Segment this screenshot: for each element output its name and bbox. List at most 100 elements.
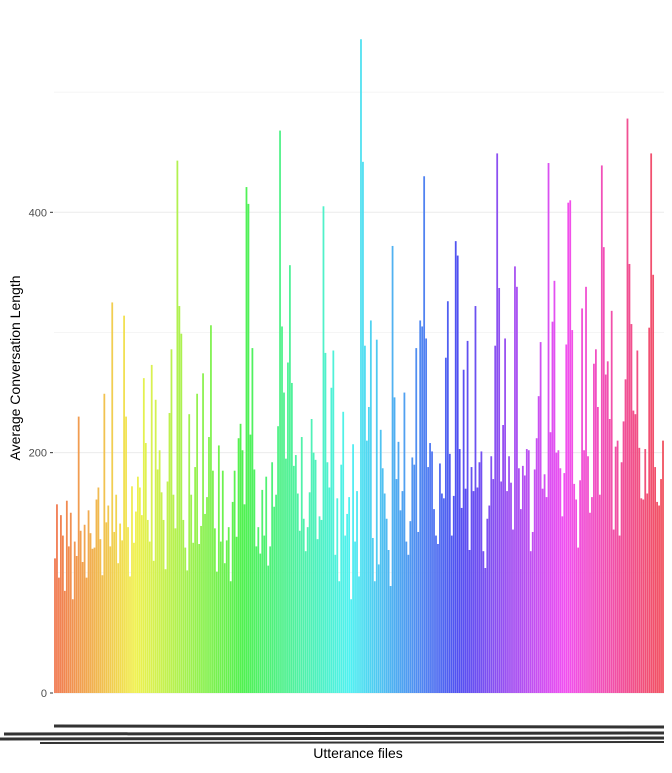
bar <box>273 506 275 693</box>
bar <box>71 599 74 693</box>
bar <box>413 464 416 693</box>
bar <box>85 577 88 693</box>
bar <box>468 549 471 693</box>
bar <box>340 464 343 693</box>
bar <box>119 523 122 693</box>
bar <box>289 265 291 693</box>
bar <box>346 513 349 693</box>
bar <box>367 406 370 693</box>
bar <box>622 421 625 693</box>
bar <box>296 493 299 693</box>
bar <box>194 467 197 693</box>
bar <box>344 535 347 693</box>
bar <box>135 511 137 693</box>
bar <box>397 441 400 693</box>
bar <box>354 541 356 693</box>
bar <box>192 542 195 693</box>
bar <box>577 547 580 693</box>
bar <box>196 393 199 693</box>
bars-layer <box>54 39 664 694</box>
bar <box>180 333 183 693</box>
bar <box>269 546 272 693</box>
bar <box>492 479 495 693</box>
bar <box>439 463 441 693</box>
bar <box>184 547 187 693</box>
bar <box>188 414 191 693</box>
bar <box>178 306 181 693</box>
bar <box>371 537 374 693</box>
bar <box>660 479 662 693</box>
bar <box>95 499 98 693</box>
bar <box>200 525 202 693</box>
bar <box>652 274 655 693</box>
bar <box>223 563 226 693</box>
bar <box>541 488 544 693</box>
bar <box>423 176 426 693</box>
bar <box>539 342 542 693</box>
bar <box>409 521 412 693</box>
bar <box>294 455 297 693</box>
bar <box>496 153 499 693</box>
y-tick-label: 400 <box>29 207 47 219</box>
bar <box>298 530 301 693</box>
bar <box>138 487 141 693</box>
bar <box>571 330 574 693</box>
bar <box>241 450 244 693</box>
bar <box>271 462 274 693</box>
bar <box>69 512 72 693</box>
bar <box>364 345 366 693</box>
bar <box>441 493 443 693</box>
bar <box>212 470 214 693</box>
bar <box>460 507 463 693</box>
bar <box>427 467 429 693</box>
bar <box>606 361 609 693</box>
bar <box>458 449 461 693</box>
bar <box>589 512 591 693</box>
bar <box>543 474 546 693</box>
bar <box>320 519 323 693</box>
bar <box>255 546 258 693</box>
bar <box>454 241 457 693</box>
bar <box>170 349 173 693</box>
bar <box>527 450 530 693</box>
bar <box>164 569 167 693</box>
bar <box>508 456 510 693</box>
bar <box>640 498 643 693</box>
bar <box>565 344 568 693</box>
bar <box>227 527 230 693</box>
bar <box>405 541 408 693</box>
bar <box>549 432 552 693</box>
bar <box>470 467 473 693</box>
bar <box>214 528 216 693</box>
bar <box>91 548 94 693</box>
bar <box>518 468 520 693</box>
bar <box>650 153 653 693</box>
bar <box>559 468 562 693</box>
bar <box>595 349 597 693</box>
bar <box>83 524 86 693</box>
bar <box>233 470 236 693</box>
bar <box>567 202 570 693</box>
bar <box>219 541 222 693</box>
bar <box>154 399 157 693</box>
x-axis-tick-labels <box>0 724 665 744</box>
bar <box>585 286 587 693</box>
bar <box>137 476 139 693</box>
bar <box>630 324 633 693</box>
bar <box>411 457 414 693</box>
bar <box>81 562 84 693</box>
bar <box>190 494 193 693</box>
bar <box>182 519 185 693</box>
bar <box>531 531 534 693</box>
bar <box>168 412 171 693</box>
bar <box>302 518 305 693</box>
bar <box>435 535 437 693</box>
y-tick-label: 200 <box>29 448 47 460</box>
bar <box>624 379 627 693</box>
bar <box>401 491 404 693</box>
bar <box>79 530 82 693</box>
bar <box>127 527 129 693</box>
bar <box>506 491 508 693</box>
bar <box>235 536 238 693</box>
